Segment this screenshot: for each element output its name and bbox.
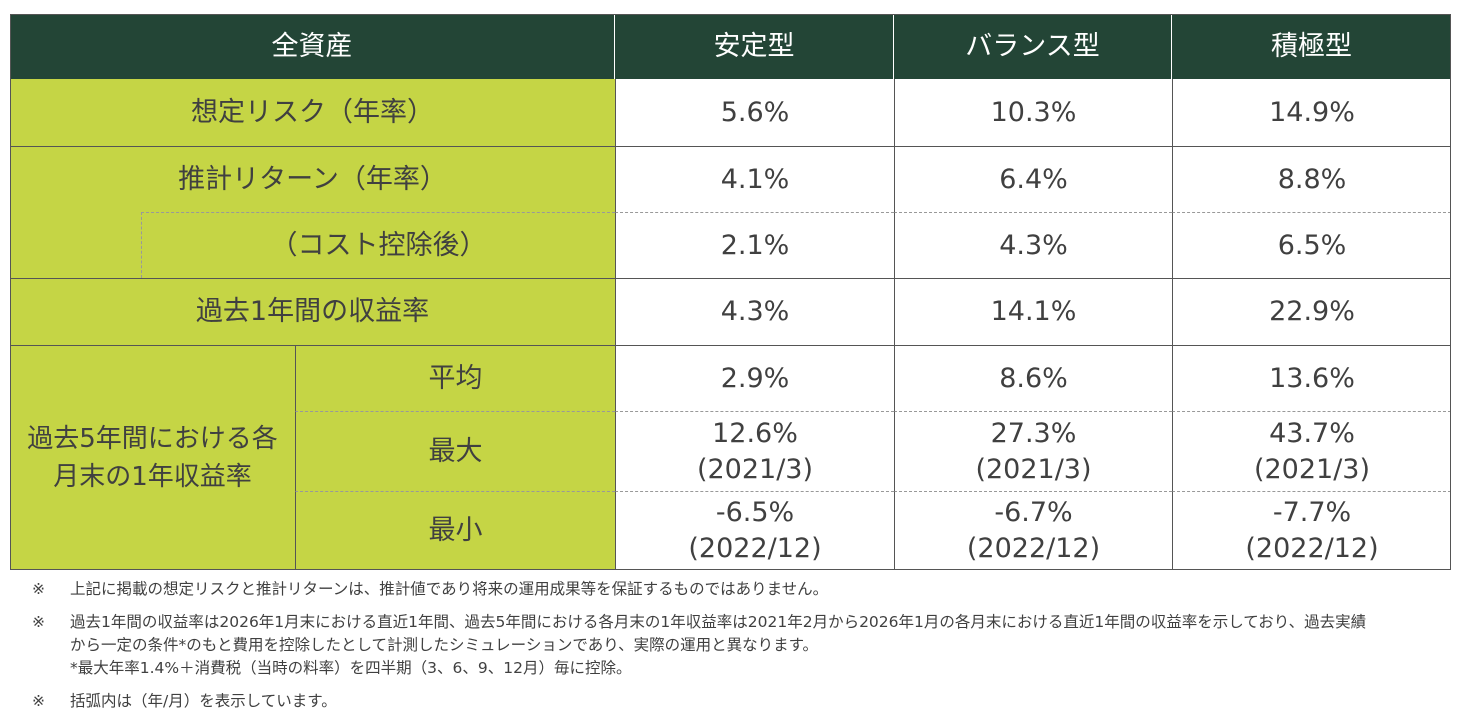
footnotes: ※ 上記に掲載の想定リスクと推計リターンは、推計値であり将来の運用成果等を保証する… bbox=[32, 578, 1370, 723]
row-label-past-1y: 過去1年間の収益率 bbox=[10, 278, 615, 345]
note-subtext: *最大年率1.4%＋消費税（当時の料率）を四半期（3、6、9、12月）毎に控除。 bbox=[70, 659, 632, 677]
note-mark: ※ bbox=[32, 580, 45, 598]
cell: 2.9% bbox=[615, 345, 894, 411]
footnote: ※ 上記に掲載の想定リスクと推計リターンは、推計値であり将来の運用成果等を保証する… bbox=[32, 578, 1370, 601]
value: 27.3% bbox=[990, 417, 1077, 449]
row-label-risk: 想定リスク（年率） bbox=[10, 79, 615, 146]
value: -6.5% bbox=[715, 497, 795, 528]
date: (2021/3) bbox=[696, 453, 814, 485]
date: (2021/3) bbox=[975, 453, 1092, 485]
cell: 43.7% (2021/3) bbox=[1172, 411, 1451, 491]
note-text: 過去1年間の収益率は2026年1月末における直近1年間、過去5年間における各月末… bbox=[70, 613, 1367, 654]
header-aggressive: 積極型 bbox=[1172, 14, 1451, 79]
cell: 14.1% bbox=[894, 278, 1172, 345]
value: 43.7% bbox=[1269, 417, 1355, 449]
cell: 8.6% bbox=[894, 345, 1172, 411]
value: -6.7% bbox=[994, 497, 1073, 528]
cell: 4.3% bbox=[615, 278, 894, 345]
value: 12.6% bbox=[712, 417, 798, 449]
header-balanced: バランス型 bbox=[894, 14, 1172, 79]
cell: 27.3% (2021/3) bbox=[894, 411, 1172, 491]
cell: 6.5% bbox=[1172, 212, 1451, 278]
cell: 2.1% bbox=[615, 212, 894, 278]
cell: -6.7% (2022/12) bbox=[894, 491, 1172, 570]
note-text: 上記に掲載の想定リスクと推計リターンは、推計値であり将来の運用成果等を保証するも… bbox=[70, 580, 829, 598]
row-label-average: 平均 bbox=[295, 345, 615, 411]
cell: 4.3% bbox=[894, 212, 1172, 278]
indent-spacer bbox=[10, 212, 141, 278]
cell: -7.7% (2022/12) bbox=[1172, 491, 1451, 570]
cell: 4.1% bbox=[615, 146, 894, 212]
note-text: 括弧内は（年/月）を表示しています。 bbox=[70, 692, 337, 710]
note-mark: ※ bbox=[32, 692, 45, 710]
cell: 10.3% bbox=[894, 79, 1172, 146]
value: -7.7% bbox=[1272, 497, 1352, 528]
header-stable: 安定型 bbox=[615, 14, 894, 79]
cell: 6.4% bbox=[894, 146, 1172, 212]
cell: 13.6% bbox=[1172, 345, 1451, 411]
date: (2022/12) bbox=[966, 533, 1101, 564]
row-label-rolling-5y: 過去5年間における各月末の1年収益率 bbox=[10, 345, 295, 570]
date: (2022/12) bbox=[1245, 533, 1379, 564]
cell: -6.5% (2022/12) bbox=[615, 491, 894, 570]
footnote: ※ 過去1年間の収益率は2026年1月末における直近1年間、過去5年間における各月… bbox=[32, 611, 1370, 680]
date: (2021/3) bbox=[1253, 453, 1371, 485]
cell: 14.9% bbox=[1172, 79, 1451, 146]
header-all-assets: 全資産 bbox=[10, 14, 615, 79]
date: (2022/12) bbox=[688, 533, 822, 564]
cell: 5.6% bbox=[615, 79, 894, 146]
cell: 8.8% bbox=[1172, 146, 1451, 212]
row-label-max: 最大 bbox=[295, 411, 615, 491]
cell: 22.9% bbox=[1172, 278, 1451, 345]
row-label-after-cost: （コスト控除後） bbox=[141, 212, 615, 278]
row-label-min: 最小 bbox=[295, 491, 615, 570]
row-label-return: 推計リターン（年率） bbox=[10, 146, 615, 212]
footnote: ※ 括弧内は（年/月）を表示しています。 bbox=[32, 690, 1370, 713]
cell: 12.6% (2021/3) bbox=[615, 411, 894, 491]
note-mark: ※ bbox=[32, 613, 45, 631]
